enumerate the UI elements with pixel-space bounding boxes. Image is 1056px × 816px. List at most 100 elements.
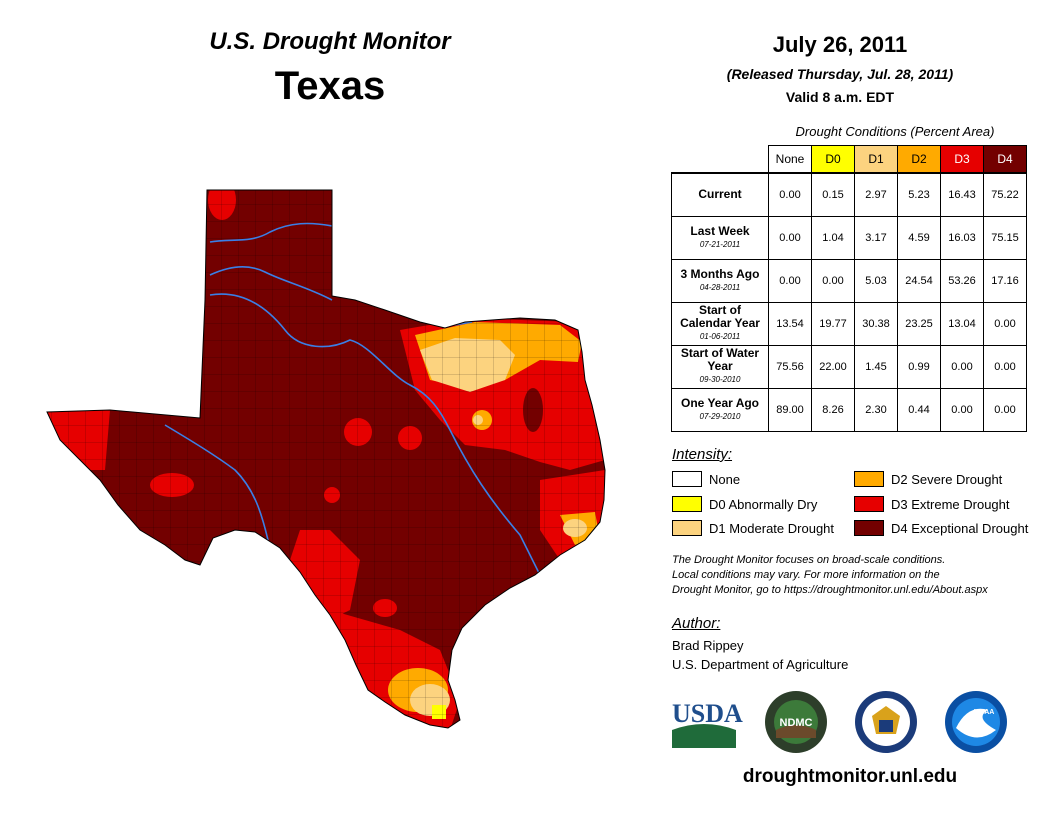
note-line: Local conditions may vary. For more info… [672, 569, 940, 581]
legend-item-d1: D1 Moderate Drought [672, 520, 834, 536]
cell-d4: 0.00 [983, 301, 1027, 346]
valid-time: Valid 8 a.m. EDT [785, 89, 895, 105]
cell-d3: 53.26 [940, 258, 984, 303]
row-label-text: Current [698, 187, 742, 202]
cell-none: 0.00 [768, 172, 812, 217]
row-label-text: Last Week [690, 223, 750, 238]
cell-d1: 3.17 [854, 215, 898, 260]
agency-logos: USDA NDMC NOAA [672, 691, 1007, 753]
author-organization: U.S. Department of Agriculture [672, 657, 849, 672]
cell-d2: 23.25 [897, 301, 941, 346]
cell-d3: 0.00 [940, 344, 984, 389]
legend-swatch [672, 496, 702, 512]
legend-title: Intensity: [672, 446, 733, 463]
cell-none: 89.00 [768, 387, 812, 432]
note-line: Drought Monitor, go to https://droughtmo… [672, 584, 988, 596]
cell-none: 0.00 [768, 258, 812, 303]
legend-swatch [672, 471, 702, 487]
ndmc-logo-land [776, 725, 816, 738]
release-date: (Released Thursday, Jul. 28, 2011) [726, 66, 954, 82]
cell-d2: 0.99 [897, 344, 941, 389]
row-label: Start of Calendar Year 01-06-2011 [671, 301, 769, 346]
noaa-logo-bird-icon [956, 708, 996, 738]
cell-d3: 0.00 [940, 387, 984, 432]
row-label-text: Start of Calendar Year [680, 303, 760, 330]
legend-swatch [672, 520, 702, 536]
cell-d1: 2.30 [854, 387, 898, 432]
noaa-logo-text: NOAA [974, 709, 995, 716]
commerce-seal-logo [855, 691, 917, 753]
row-date: 01-06-2011 [699, 332, 741, 341]
cell-d2: 24.54 [897, 258, 941, 303]
commerce-seal-shield-icon [879, 720, 893, 732]
table-row: Start of Water Year 09-30-2010 75.56 22.0… [671, 344, 1027, 389]
county-lines [47, 190, 605, 728]
cell-d2: 4.59 [897, 215, 941, 260]
cell-d4: 75.15 [983, 215, 1027, 260]
col-header-d1: D1 [854, 145, 898, 174]
cell-d3: 16.43 [940, 172, 984, 217]
ndmc-logo: NDMC [765, 691, 827, 753]
cell-d0: 22.00 [811, 344, 855, 389]
legend-item-d4: D4 Exceptional Drought [854, 520, 1028, 536]
col-header-d2: D2 [897, 145, 941, 174]
row-date: 09-30-2010 [699, 375, 741, 384]
cell-d4: 75.22 [983, 172, 1027, 217]
table-row: 3 Months Ago 04-28-2011 0.00 0.00 5.03 24… [671, 258, 1027, 303]
legend-item-d3: D3 Extreme Drought [854, 496, 1010, 512]
author-label: Author: [672, 615, 721, 632]
usda-logo-hills [672, 724, 736, 748]
cell-d4: 17.16 [983, 258, 1027, 303]
cell-d0: 8.26 [811, 387, 855, 432]
col-header-d3: D3 [940, 145, 984, 174]
rivers [164, 222, 541, 576]
state-name: Texas [274, 64, 386, 108]
noaa-logo: NOAA [945, 691, 1007, 753]
col-header-none: None [768, 145, 812, 174]
legend-label: D0 Abnormally Dry [709, 496, 818, 512]
legend-label: D2 Severe Drought [891, 471, 1003, 487]
table-row: Last Week 07-21-2011 0.00 1.04 3.17 4.59 … [671, 215, 1027, 260]
legend-label: None [709, 471, 741, 487]
author-name: Brad Rippey [672, 638, 744, 653]
usda-logo-text: USDA [672, 699, 743, 728]
note-line: The Drought Monitor focuses on broad-sca… [672, 554, 946, 566]
row-label: Start of Water Year 09-30-2010 [671, 344, 769, 389]
row-label: Current [671, 172, 769, 217]
legend-item-d0: D0 Abnormally Dry [672, 496, 817, 512]
cell-d1: 1.45 [854, 344, 898, 389]
row-label-text: Start of Water Year [680, 346, 760, 373]
cell-d2: 5.23 [897, 172, 941, 217]
map-title: U.S. Drought Monitor [209, 28, 451, 55]
cell-d3: 13.04 [940, 301, 984, 346]
table-header-row: None D0 D1 D2 D3 D4 [672, 145, 1027, 174]
table-caption: Drought Conditions (Percent Area) [795, 124, 995, 139]
cell-none: 0.00 [768, 215, 812, 260]
header-corner [672, 146, 769, 174]
usda-logo: USDA [672, 699, 743, 748]
table-row: Start of Calendar Year 01-06-2011 13.54 1… [671, 301, 1027, 346]
drought-conditions-table: None D0 D1 D2 D3 D4 Current 0.00 0.15 2.… [671, 145, 1027, 432]
cell-d0: 1.04 [811, 215, 855, 260]
legend-label: D3 Extreme Drought [891, 496, 1010, 512]
row-date: 07-21-2011 [699, 239, 741, 249]
cell-d0: 0.00 [811, 258, 855, 303]
ndmc-logo-text: NDMC [780, 717, 813, 729]
cell-d0: 0.15 [811, 172, 855, 217]
row-date: 04-28-2011 [699, 282, 741, 292]
col-header-d4: D4 [983, 145, 1027, 174]
row-label-text: One Year Ago [680, 395, 760, 410]
cell-d4: 0.00 [983, 387, 1027, 432]
website-url: droughtmonitor.unl.edu [742, 766, 958, 787]
row-label: 3 Months Ago 04-28-2011 [671, 258, 769, 303]
legend-swatch [854, 520, 884, 536]
cell-d4: 0.00 [983, 344, 1027, 389]
map-date: July 26, 2011 [772, 32, 908, 57]
col-header-d0: D0 [811, 145, 855, 174]
row-label: One Year Ago 07-29-2010 [671, 387, 769, 432]
cell-d1: 30.38 [854, 301, 898, 346]
disclaimer-note: The Drought Monitor focuses on broad-sca… [672, 553, 1042, 598]
row-label-text: 3 Months Ago [680, 266, 760, 281]
legend-item-none: None [672, 471, 740, 487]
table-row: Current 0.00 0.15 2.97 5.23 16.43 75.22 [671, 172, 1027, 217]
